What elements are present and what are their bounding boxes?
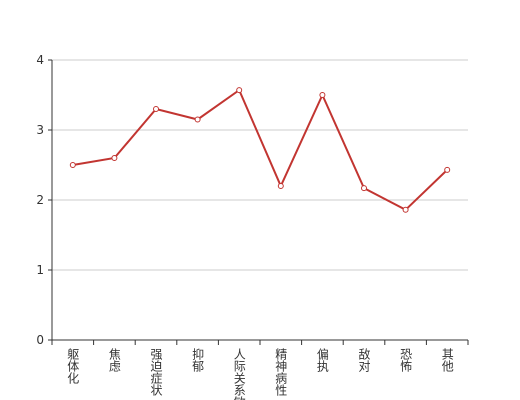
point bbox=[153, 106, 159, 112]
x-tick-label: 偏执 bbox=[315, 347, 329, 373]
x-tick-label: 恐怖 bbox=[399, 348, 413, 372]
line bbox=[72, 88, 448, 212]
x-tick-label: 躯体化 bbox=[66, 347, 80, 385]
x-tick-label: 强迫症状 bbox=[149, 348, 163, 396]
x-tick-label: 人际关系敏感 bbox=[232, 348, 246, 400]
point bbox=[111, 155, 118, 161]
point bbox=[361, 185, 367, 192]
x-tick-label: 敌对 bbox=[357, 347, 371, 372]
x-tick-label: 精神病性 bbox=[274, 348, 288, 397]
point bbox=[319, 92, 326, 98]
point bbox=[444, 166, 451, 173]
y-tick-label: 4 bbox=[36, 53, 44, 67]
y-tick-label: 3 bbox=[36, 123, 44, 137]
y-tick-label: 1 bbox=[36, 263, 44, 277]
x-tick-label: 抑郁 bbox=[191, 347, 205, 373]
y-tick-label: 0 bbox=[36, 333, 44, 347]
x-tick-label: 其他 bbox=[440, 348, 454, 372]
point bbox=[236, 87, 243, 94]
point bbox=[69, 162, 76, 168]
point bbox=[277, 183, 284, 189]
point bbox=[402, 206, 409, 213]
point bbox=[194, 116, 201, 123]
y-tick-label: 2 bbox=[36, 193, 44, 207]
x-tick-label: 焦虑 bbox=[107, 348, 121, 372]
